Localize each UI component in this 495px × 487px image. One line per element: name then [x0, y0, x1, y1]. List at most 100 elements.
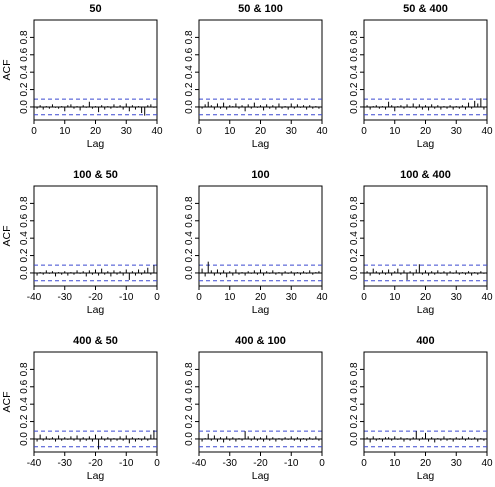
y-tick-label: 0.4	[19, 65, 30, 79]
y-tick-label: 0.4	[19, 231, 30, 245]
y-tick-label: 0.2	[184, 414, 195, 428]
x-axis-label: Lag	[87, 304, 105, 316]
panel-title: 100	[251, 169, 269, 181]
x-tick-label: 30	[451, 458, 463, 469]
x-tick-label: 0	[361, 292, 367, 303]
panel-title: 50 & 400	[403, 3, 448, 15]
x-tick-label: 0	[361, 458, 367, 469]
x-tick-label: 40	[316, 292, 328, 303]
panel-title: 400 & 50	[73, 335, 118, 347]
x-tick-label: 0	[361, 126, 367, 137]
y-tick-label: 0.2	[19, 414, 30, 428]
acf-panel: 50 & 400 0 10 20 30 40 Lag 0.0 0.2 0.4 0.6 0.8	[349, 3, 493, 150]
x-tick-label: -30	[223, 458, 238, 469]
y-tick-label: 0.2	[184, 82, 195, 96]
y-tick-label: 0.8	[349, 362, 360, 376]
y-tick-label: 0.6	[184, 379, 195, 393]
x-tick-label: 30	[451, 126, 463, 137]
x-tick-label: -20	[253, 458, 268, 469]
x-tick-label: 40	[481, 126, 493, 137]
acf-panel: 400 & 50 -40 -30 -20 -10 0 Lag 0.0 0.2 0.4 0.6 0.8 A…	[1, 335, 160, 482]
panel-title: 100 & 50	[73, 169, 118, 181]
y-tick-label: 0.8	[349, 196, 360, 210]
y-tick-label: 0.8	[184, 30, 195, 44]
y-tick-label: 0.4	[349, 231, 360, 245]
y-tick-label: 0.6	[19, 213, 30, 227]
panel-title: 400 & 100	[235, 335, 286, 347]
x-tick-label: -10	[284, 458, 299, 469]
x-tick-label: 20	[420, 126, 432, 137]
acf-panel: 100 0 10 20 30 40 Lag 0.0 0.2 0.4 0.6 0.8	[184, 169, 328, 316]
y-tick-label: 0.0	[184, 432, 195, 446]
x-axis-label: Lag	[417, 470, 435, 482]
y-tick-label: 0.8	[349, 30, 360, 44]
x-tick-label: 0	[196, 292, 202, 303]
x-tick-label: 10	[224, 292, 236, 303]
x-tick-label: -40	[192, 458, 207, 469]
x-tick-label: 0	[319, 458, 325, 469]
panel-title: 50	[89, 3, 101, 15]
x-tick-label: 30	[121, 126, 133, 137]
acf-panel: 50 & 100 0 10 20 30 40 Lag 0.0 0.2 0.4 0.6 0.8	[184, 3, 328, 150]
panel-title: 100 & 400	[400, 169, 451, 181]
x-tick-label: 40	[481, 458, 493, 469]
y-tick-label: 0.8	[19, 196, 30, 210]
acf-panel: 50 0 10 20 30 40 Lag 0.0 0.2 0.4 0.6 0.8 ACF	[1, 3, 163, 150]
y-tick-label: 0.2	[19, 82, 30, 96]
x-tick-label: 20	[420, 292, 432, 303]
x-tick-label: 20	[90, 126, 102, 137]
y-tick-label: 0.2	[184, 248, 195, 262]
x-tick-label: -20	[88, 292, 103, 303]
x-tick-label: 10	[389, 292, 401, 303]
x-tick-label: 30	[451, 292, 463, 303]
y-tick-label: 0.0	[349, 100, 360, 114]
x-tick-label: 0	[154, 458, 160, 469]
x-axis-label: Lag	[252, 138, 270, 150]
y-tick-label: 0.2	[349, 82, 360, 96]
x-tick-label: 0	[196, 126, 202, 137]
y-tick-label: 0.0	[19, 266, 30, 280]
x-axis-label: Lag	[252, 470, 270, 482]
x-tick-label: 40	[481, 292, 493, 303]
x-tick-label: -10	[119, 292, 134, 303]
x-tick-label: -30	[58, 458, 73, 469]
acf-panel: 400 0 10 20 30 40 Lag 0.0 0.2 0.4 0.6 0.8	[349, 335, 493, 482]
x-tick-label: -30	[58, 292, 73, 303]
x-tick-label: 10	[389, 458, 401, 469]
y-tick-label: 0.0	[184, 266, 195, 280]
y-tick-label: 0.0	[349, 432, 360, 446]
y-tick-label: 0.0	[19, 432, 30, 446]
x-tick-label: 0	[31, 126, 37, 137]
x-tick-label: 10	[59, 126, 71, 137]
y-tick-label: 0.6	[349, 379, 360, 393]
acf-panel: 100 & 400 0 10 20 30 40 Lag 0.0 0.2 0.4 0.6 0.8	[349, 169, 493, 316]
x-tick-label: 40	[316, 126, 328, 137]
y-tick-label: 0.8	[19, 362, 30, 376]
x-axis-label: Lag	[87, 470, 105, 482]
y-axis-label: ACF	[1, 226, 13, 247]
y-tick-label: 0.6	[184, 47, 195, 61]
x-tick-label: 30	[286, 126, 298, 137]
y-tick-label: 0.6	[184, 213, 195, 227]
y-axis-label: ACF	[1, 60, 13, 81]
x-axis-label: Lag	[87, 138, 105, 150]
x-tick-label: -40	[27, 458, 42, 469]
x-tick-label: 30	[286, 292, 298, 303]
panel-title: 50 & 100	[238, 3, 283, 15]
panel-title: 400	[416, 335, 434, 347]
y-tick-label: 0.2	[19, 248, 30, 262]
x-tick-label: 20	[255, 292, 267, 303]
x-axis-label: Lag	[252, 304, 270, 316]
y-tick-label: 0.2	[349, 414, 360, 428]
y-tick-label: 0.4	[349, 397, 360, 411]
y-tick-label: 0.4	[184, 397, 195, 411]
x-tick-label: -10	[119, 458, 134, 469]
x-axis-label: Lag	[417, 304, 435, 316]
x-tick-label: 10	[224, 126, 236, 137]
y-tick-label: 0.2	[349, 248, 360, 262]
y-tick-label: 0.8	[184, 196, 195, 210]
y-tick-label: 0.0	[184, 100, 195, 114]
y-tick-label: 0.0	[19, 100, 30, 114]
x-axis-label: Lag	[417, 138, 435, 150]
